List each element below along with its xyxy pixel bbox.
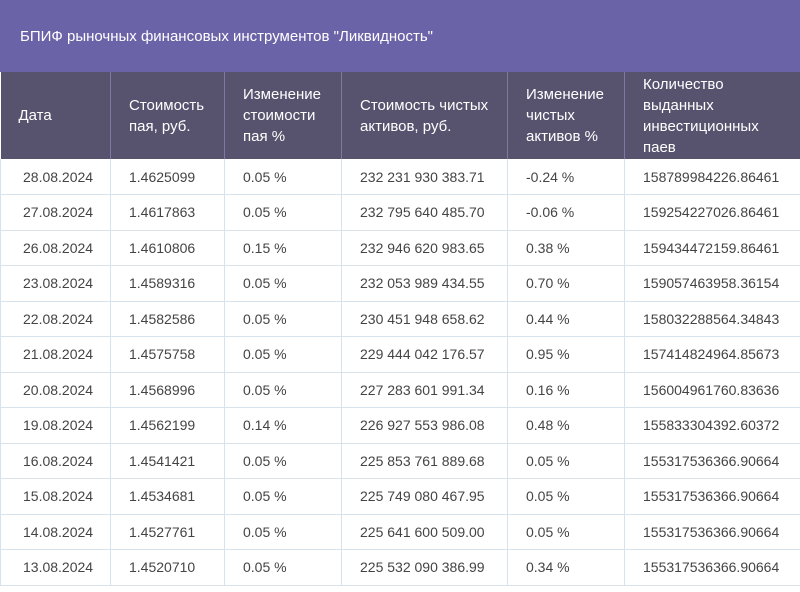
cell-net-assets-change: 0.70 % [507, 265, 625, 302]
cell-date: 22.08.2024 [0, 301, 111, 337]
column-header-net-assets-change: Изменение чистых активов % [507, 72, 625, 159]
table-row: 14.08.2024 1.4527761 0.05 % 225 641 600 509… [0, 514, 800, 550]
cell-net-assets: 232 946 620 983.65 [341, 230, 508, 266]
cell-date: 27.08.2024 [0, 194, 111, 231]
cell-net-assets-change: 0.05 % [507, 443, 625, 479]
cell-net-assets: 225 749 080 467.95 [341, 478, 508, 515]
cell-net-assets-change: 0.16 % [507, 372, 625, 408]
table-row: 13.08.2024 1.4520710 0.05 % 225 532 090 386… [0, 549, 800, 586]
table-row: 16.08.2024 1.4541421 0.05 % 225 853 761 889… [0, 443, 800, 479]
cell-net-assets-change: 0.34 % [507, 549, 625, 586]
nav-history-table: Дата Стоимость пая, руб. Изменение стоим… [0, 72, 800, 586]
cell-unit-price: 1.4568996 [110, 372, 225, 408]
cell-units-issued: 157414824964.85673 [624, 336, 800, 373]
cell-net-assets-change: 0.44 % [507, 301, 625, 337]
cell-net-assets: 225 853 761 889.68 [341, 443, 508, 479]
cell-units-issued: 159254227026.86461 [624, 194, 800, 231]
cell-date: 14.08.2024 [0, 514, 111, 550]
cell-unit-price-change: 0.14 % [224, 407, 342, 444]
cell-date: 23.08.2024 [0, 265, 111, 302]
cell-net-assets: 232 053 989 434.55 [341, 265, 508, 302]
cell-unit-price-change: 0.05 % [224, 478, 342, 515]
cell-date: 15.08.2024 [0, 478, 111, 515]
cell-unit-price: 1.4534681 [110, 478, 225, 515]
cell-net-assets: 227 283 601 991.34 [341, 372, 508, 408]
cell-units-issued: 155317536366.90664 [624, 514, 800, 550]
cell-net-assets-change: -0.06 % [507, 194, 625, 231]
table-row: 19.08.2024 1.4562199 0.14 % 226 927 553 986… [0, 407, 800, 444]
table-row: 26.08.2024 1.4610806 0.15 % 232 946 620 983… [0, 230, 800, 266]
cell-units-issued: 158789984226.86461 [624, 159, 800, 195]
cell-unit-price-change: 0.05 % [224, 372, 342, 408]
cell-net-assets: 230 451 948 658.62 [341, 301, 508, 337]
cell-unit-price: 1.4562199 [110, 407, 225, 444]
cell-net-assets-change: -0.24 % [507, 159, 625, 195]
column-header-net-assets: Стоимость чистых активов, руб. [341, 72, 508, 159]
cell-net-assets: 225 641 600 509.00 [341, 514, 508, 550]
cell-date: 28.08.2024 [0, 159, 111, 195]
cell-unit-price-change: 0.05 % [224, 443, 342, 479]
cell-unit-price-change: 0.15 % [224, 230, 342, 266]
column-header-units-issued: Количество выданных инвестиционных паев [624, 72, 800, 159]
cell-units-issued: 155317536366.90664 [624, 478, 800, 515]
cell-unit-price-change: 0.05 % [224, 265, 342, 302]
cell-unit-price: 1.4589316 [110, 265, 225, 302]
table-title: БПИФ рыночных финансовых инструментов "Л… [0, 0, 800, 72]
cell-unit-price-change: 0.05 % [224, 159, 342, 195]
cell-units-issued: 156004961760.83636 [624, 372, 800, 408]
cell-date: 20.08.2024 [0, 372, 111, 408]
table-header-row: Дата Стоимость пая, руб. Изменение стоим… [0, 72, 800, 159]
cell-unit-price-change: 0.05 % [224, 301, 342, 337]
column-header-unit-price-change: Изменение стоимости пая % [224, 72, 342, 159]
column-header-unit-price: Стоимость пая, руб. [110, 72, 225, 159]
cell-units-issued: 159434472159.86461 [624, 230, 800, 266]
cell-unit-price-change: 0.05 % [224, 549, 342, 586]
table-row: 15.08.2024 1.4534681 0.05 % 225 749 080 467… [0, 478, 800, 515]
cell-units-issued: 155833304392.60372 [624, 407, 800, 444]
cell-units-issued: 155317536366.90664 [624, 443, 800, 479]
cell-date: 26.08.2024 [0, 230, 111, 266]
table-row: 21.08.2024 1.4575758 0.05 % 229 444 042 176… [0, 336, 800, 373]
cell-units-issued: 155317536366.90664 [624, 549, 800, 586]
cell-net-assets: 229 444 042 176.57 [341, 336, 508, 373]
cell-unit-price: 1.4520710 [110, 549, 225, 586]
cell-date: 16.08.2024 [0, 443, 111, 479]
cell-unit-price: 1.4617863 [110, 194, 225, 231]
cell-net-assets: 232 231 930 383.71 [341, 159, 508, 195]
cell-unit-price: 1.4625099 [110, 159, 225, 195]
cell-unit-price: 1.4575758 [110, 336, 225, 373]
cell-net-assets-change: 0.05 % [507, 514, 625, 550]
cell-unit-price: 1.4541421 [110, 443, 225, 479]
cell-unit-price: 1.4527761 [110, 514, 225, 550]
table-row: 28.08.2024 1.4625099 0.05 % 232 231 930 383… [0, 159, 800, 195]
cell-net-assets-change: 0.38 % [507, 230, 625, 266]
cell-net-assets: 232 795 640 485.70 [341, 194, 508, 231]
cell-units-issued: 159057463958.36154 [624, 265, 800, 302]
table-row: 22.08.2024 1.4582586 0.05 % 230 451 948 658… [0, 301, 800, 337]
cell-date: 19.08.2024 [0, 407, 111, 444]
cell-date: 13.08.2024 [0, 549, 111, 586]
table-row: 20.08.2024 1.4568996 0.05 % 227 283 601 991… [0, 372, 800, 408]
cell-units-issued: 158032288564.34843 [624, 301, 800, 337]
cell-net-assets: 226 927 553 986.08 [341, 407, 508, 444]
cell-date: 21.08.2024 [0, 336, 111, 373]
cell-net-assets-change: 0.48 % [507, 407, 625, 444]
cell-net-assets: 225 532 090 386.99 [341, 549, 508, 586]
cell-unit-price-change: 0.05 % [224, 194, 342, 231]
cell-net-assets-change: 0.05 % [507, 478, 625, 515]
cell-unit-price: 1.4582586 [110, 301, 225, 337]
cell-net-assets-change: 0.95 % [507, 336, 625, 373]
table-row: 23.08.2024 1.4589316 0.05 % 232 053 989 434… [0, 265, 800, 302]
cell-unit-price-change: 0.05 % [224, 514, 342, 550]
table-row: 27.08.2024 1.4617863 0.05 % 232 795 640 485… [0, 194, 800, 231]
column-header-date: Дата [0, 72, 111, 159]
cell-unit-price-change: 0.05 % [224, 336, 342, 373]
table-body: 28.08.2024 1.4625099 0.05 % 232 231 930 383… [0, 159, 800, 586]
cell-unit-price: 1.4610806 [110, 230, 225, 266]
